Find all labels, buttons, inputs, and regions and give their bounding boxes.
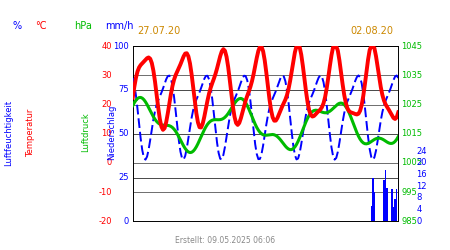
- Text: 995: 995: [401, 188, 417, 196]
- Text: 16: 16: [416, 170, 427, 179]
- Text: 10: 10: [101, 129, 112, 138]
- Text: -10: -10: [99, 188, 112, 196]
- Text: 20: 20: [416, 158, 427, 168]
- Text: 40: 40: [101, 42, 112, 51]
- Bar: [372, 178, 374, 221]
- Text: 50: 50: [118, 129, 129, 138]
- Text: 0: 0: [416, 217, 422, 226]
- Text: Niederschlag: Niederschlag: [107, 105, 116, 160]
- Bar: [396, 189, 397, 221]
- Text: 985: 985: [401, 217, 417, 226]
- Text: 02.08.20: 02.08.20: [351, 26, 394, 36]
- Bar: [394, 198, 396, 221]
- Bar: [397, 182, 399, 221]
- Text: 1045: 1045: [401, 42, 422, 51]
- Text: mm/h: mm/h: [105, 21, 134, 31]
- Bar: [383, 180, 385, 221]
- Text: Erstellt: 09.05.2025 06:06: Erstellt: 09.05.2025 06:06: [175, 236, 275, 245]
- Text: 75: 75: [118, 86, 129, 94]
- Text: 1035: 1035: [401, 71, 423, 80]
- Text: Temperatur: Temperatur: [26, 108, 35, 157]
- Text: 1005: 1005: [401, 158, 422, 168]
- Text: 1025: 1025: [401, 100, 422, 109]
- Text: Luftdruck: Luftdruck: [81, 112, 90, 152]
- Text: 8: 8: [416, 194, 422, 202]
- Text: °C: °C: [35, 21, 46, 31]
- Bar: [374, 192, 375, 221]
- Bar: [385, 170, 386, 221]
- Text: 25: 25: [118, 173, 129, 182]
- Text: 0: 0: [107, 158, 112, 168]
- Text: 100: 100: [113, 42, 129, 51]
- Bar: [391, 189, 392, 221]
- Text: 0: 0: [124, 217, 129, 226]
- Bar: [393, 207, 394, 221]
- Text: 20: 20: [101, 100, 112, 109]
- Text: -20: -20: [99, 217, 112, 226]
- Text: 4: 4: [416, 205, 422, 214]
- Text: hPa: hPa: [74, 21, 92, 31]
- Bar: [387, 188, 388, 221]
- Text: 24: 24: [416, 147, 427, 156]
- Bar: [370, 206, 372, 221]
- Text: %: %: [13, 21, 22, 31]
- Text: Luftfeuchtigkeit: Luftfeuchtigkeit: [4, 100, 13, 166]
- Text: 12: 12: [416, 182, 427, 191]
- Text: 27.07.20: 27.07.20: [137, 26, 180, 36]
- Text: 30: 30: [101, 71, 112, 80]
- Text: 1015: 1015: [401, 129, 422, 138]
